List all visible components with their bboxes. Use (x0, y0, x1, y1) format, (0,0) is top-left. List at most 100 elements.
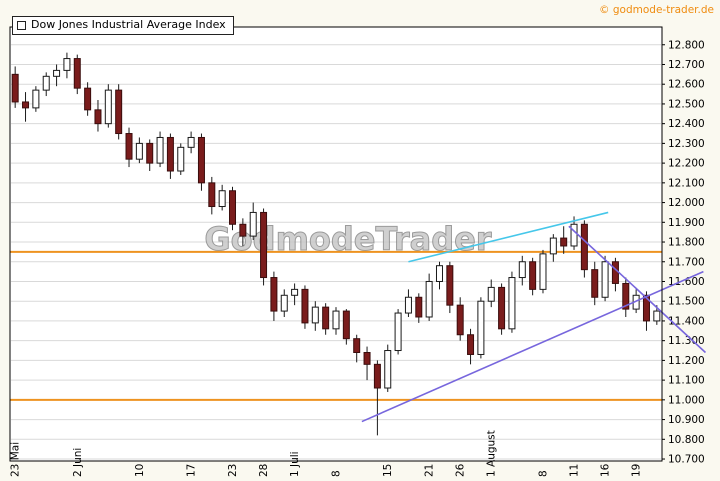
y-tick-label: 11.400 (668, 315, 705, 327)
x-tick-label: 19 (631, 464, 643, 477)
candle (549, 234, 557, 262)
candle (560, 226, 568, 254)
candle (435, 261, 443, 290)
acceleration-trend-line (408, 211, 609, 263)
y-tick-label: 11.800 (668, 237, 705, 249)
candle (394, 309, 402, 355)
candle (239, 218, 247, 246)
candle (63, 52, 71, 79)
candle (280, 289, 288, 317)
x-tick-label: 21 (424, 464, 436, 477)
candle (249, 202, 257, 241)
candle (32, 86, 40, 112)
candle (218, 184, 226, 211)
x-tick-label: 28 (258, 464, 270, 477)
x-tick-label: 15 (382, 464, 394, 477)
x-tick-label: 23 (227, 464, 239, 477)
candle (73, 54, 81, 95)
candle (156, 131, 164, 168)
y-axis-labels: 12.800 12.700 12.600 12.500 12.400 12.300 12.2… (662, 39, 705, 466)
candle (518, 255, 526, 286)
y-tick-label: 12.500 (668, 98, 705, 110)
candle (11, 66, 19, 108)
y-tick-label: 11.500 (668, 296, 705, 308)
candle (84, 82, 92, 116)
y-tick-label: 12.100 (668, 177, 705, 189)
candle (146, 139, 154, 172)
candle (591, 261, 599, 306)
candle (22, 92, 30, 122)
y-tick-label: 11.900 (668, 217, 705, 229)
y-tick-label: 12.600 (668, 79, 705, 91)
y-tick-label: 12.700 (668, 59, 705, 71)
candle (353, 334, 361, 363)
candle (529, 257, 537, 296)
candle (425, 273, 433, 321)
ascending-support-line (361, 270, 704, 423)
candle (270, 271, 278, 321)
y-tick-label: 12.300 (668, 138, 705, 150)
y-tick-label: 11.300 (668, 335, 705, 347)
candle (53, 64, 61, 87)
candle (446, 261, 454, 314)
y-tick-label: 12.400 (668, 118, 705, 130)
x-tick-label: 8 (537, 470, 549, 477)
x-axis-labels: 23 Mai 2 Juni 10 17 23 28 1 Juli 8 15 21 26 1 Augus… (10, 430, 643, 477)
y-tick-label: 10.700 (668, 454, 705, 466)
x-tick-label: 8 (331, 470, 343, 477)
x-tick-label: 10 (134, 464, 146, 477)
x-tick-label: 16 (600, 463, 612, 477)
candle (332, 307, 340, 335)
candle (415, 293, 423, 323)
y-tick-label: 10.900 (668, 414, 705, 426)
candle (477, 297, 485, 359)
copyright-link[interactable]: © godmode-trader.de (599, 4, 714, 16)
candle (260, 208, 268, 286)
y-tick-label: 11.100 (668, 375, 705, 387)
candle (197, 133, 205, 191)
y-tick-label: 11.200 (668, 355, 705, 367)
x-tick-label: 26 (455, 463, 467, 477)
y-tick-label: 12.200 (668, 158, 705, 170)
x-tick-label: 11 (569, 464, 581, 477)
y-tick-label: 11.000 (668, 394, 705, 406)
x-tick-label: 2 Juni (72, 448, 84, 477)
candle (508, 271, 516, 333)
candle (322, 303, 330, 335)
candle (42, 72, 50, 97)
x-tick-label: 1 August (486, 430, 498, 477)
y-tick-label: 11.700 (668, 256, 705, 268)
y-tick-label: 10.800 (668, 434, 705, 446)
candle (580, 220, 588, 278)
y-tick-label: 12.800 (668, 39, 705, 51)
candle (404, 289, 412, 317)
candle (115, 84, 123, 140)
chart-title: Dow Jones Industrial Average Index (31, 18, 226, 31)
legend-marker-icon (17, 20, 26, 30)
candle (384, 344, 392, 392)
candle (301, 285, 309, 329)
candle (177, 143, 185, 175)
candle (125, 127, 133, 168)
candle (570, 216, 578, 250)
candle (135, 137, 143, 164)
x-tick-label: 17 (186, 464, 198, 477)
plot-border (9, 26, 663, 462)
candle (311, 301, 319, 331)
candle (601, 255, 609, 302)
candle (229, 186, 237, 231)
x-tick-label: 23 Mai (10, 442, 22, 477)
candle (208, 176, 216, 215)
y-tick-label: 12.000 (668, 197, 705, 209)
candle (622, 277, 630, 317)
chart-legend: Dow Jones Industrial Average Index (12, 16, 234, 35)
x-tick-label: 1 Juli (289, 451, 301, 477)
candle (373, 360, 381, 436)
candle (456, 297, 464, 341)
candle (94, 99, 102, 132)
trendlines-layer (361, 211, 707, 423)
descending-resistance-line (568, 225, 707, 354)
candle (342, 309, 350, 345)
